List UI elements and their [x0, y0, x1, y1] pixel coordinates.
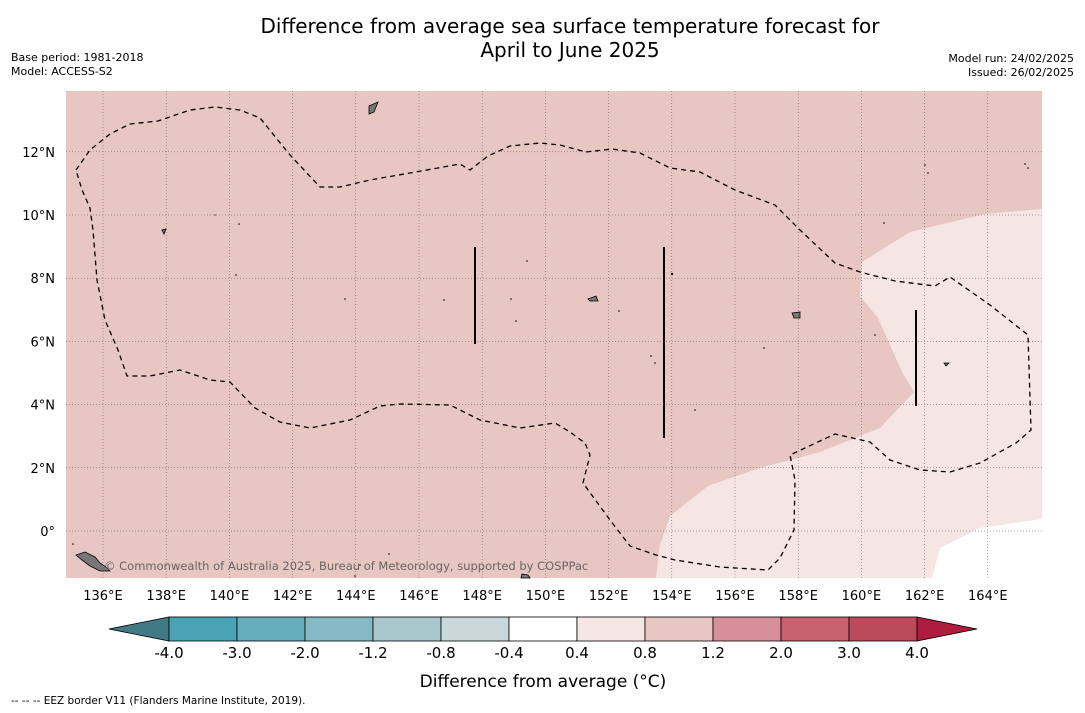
colorbar-tick-label: -0.8: [426, 644, 455, 662]
lat-tick-label: 0°: [40, 525, 55, 540]
lon-tick-label: 140°E: [210, 589, 250, 604]
model-name: Model: ACCESS-S2: [11, 65, 113, 78]
lon-tick-label: 144°E: [336, 589, 376, 604]
issued-date: Issued: 26/02/2025: [967, 66, 1074, 79]
colorbar-segment: [304, 616, 374, 642]
title-line-2: April to June 2025: [480, 38, 660, 62]
boundary-markers: [474, 247, 917, 438]
lat-tick-label: 6°N: [31, 335, 56, 350]
lon-tick-label: 154°E: [652, 589, 692, 604]
colorbar: [108, 616, 978, 642]
island-guam: [368, 101, 379, 115]
lon-tick-label: 142°E: [273, 589, 313, 604]
colorbar-tick-label: 2.0: [769, 644, 793, 662]
colorbar-title: Difference from average (°C): [420, 672, 667, 692]
lon-tick-label: 148°E: [462, 589, 502, 604]
atolls: [72, 163, 1029, 577]
island-pohnpei: [791, 311, 801, 319]
colorbar-extend-high: [916, 616, 978, 642]
colorbar-segment: [236, 616, 306, 642]
lon-tick-label: 162°E: [905, 589, 945, 604]
colorbar-segment: [780, 616, 850, 642]
colorbar-tick-label: -1.2: [358, 644, 387, 662]
colorbar-segment: [508, 616, 578, 642]
map-panel: © Commonwealth of Australia 2025, Bureau…: [66, 91, 1042, 579]
lon-tick-label: 158°E: [778, 589, 818, 604]
eez-border-micronesia-png: [75, 106, 1032, 571]
island-chuuk: [587, 295, 599, 302]
colorbar-tick-label: -3.0: [222, 644, 251, 662]
colorbar-tick-label: 3.0: [837, 644, 861, 662]
eez-footnote: -- -- -- EEZ border V11 (Flanders Marine…: [11, 695, 306, 707]
colorbar-segment: [644, 616, 714, 642]
island-kosrae: [943, 362, 950, 367]
latitude-labels: 12°N 10°N 8°N 6°N 4°N 2°N 0°: [22, 146, 55, 540]
model-run: Model run: 24/02/2025: [948, 52, 1074, 65]
island-manus: [520, 573, 531, 579]
colorbar-tick-label: -0.4: [494, 644, 523, 662]
lon-tick-label: 160°E: [842, 589, 882, 604]
graticule: [66, 91, 1042, 578]
lon-tick-label: 146°E: [399, 589, 439, 604]
island-png-coast: [75, 551, 111, 572]
lon-tick-label: 138°E: [146, 589, 186, 604]
map-credit: © Commonwealth of Australia 2025, Bureau…: [104, 559, 588, 573]
lat-tick-label: 4°N: [31, 399, 56, 414]
islands: [75, 101, 950, 579]
base-period: Base period: 1981-2018: [11, 51, 144, 64]
colorbar-segment: [168, 616, 238, 642]
lon-tick-label: 156°E: [715, 589, 755, 604]
longitude-labels: 136°E 138°E 140°E 142°E 144°E 146°E 148°E 150°E…: [83, 589, 1007, 604]
colorbar-tick-label: 1.2: [701, 644, 725, 662]
base-info: Base period: 1981-2018 Model: ACCESS-S2: [11, 51, 143, 79]
lat-tick-label: 2°N: [31, 462, 56, 477]
lon-tick-label: 152°E: [589, 589, 629, 604]
colorbar-segment: [440, 616, 510, 642]
colorbar-tick-label: 4.0: [905, 644, 929, 662]
colorbar-segment: [848, 616, 918, 642]
colorbar-tick-label: -4.0: [154, 644, 183, 662]
lat-tick-label: 8°N: [31, 272, 56, 287]
colorbar-segment: [576, 616, 646, 642]
colorbar-extend-low: [108, 616, 170, 642]
lon-tick-label: 150°E: [526, 589, 566, 604]
anomaly-region-near-zero: [932, 519, 1042, 578]
eez-borders: [75, 106, 1032, 571]
colorbar-labels: -4.0 -3.0 -2.0 -1.2 -0.8 -0.4 0.4 0.8 1.2 2.0 3.0 4…: [154, 644, 929, 662]
colorbar-segment: [712, 616, 782, 642]
lon-tick-label: 136°E: [83, 589, 123, 604]
title-line-1: Difference from average sea surface temp…: [260, 14, 880, 38]
map-title: Difference from average sea surface temp…: [0, 14, 1085, 62]
anomaly-region-0p4-0p8: [656, 209, 1042, 578]
colorbar-tick-label: 0.4: [565, 644, 589, 662]
lat-tick-label: 10°N: [22, 209, 55, 224]
island-yap: [161, 228, 167, 235]
lat-tick-label: 12°N: [22, 146, 55, 161]
colorbar-segment: [372, 616, 442, 642]
colorbar-tick-label: -2.0: [290, 644, 319, 662]
run-info: Model run: 24/02/2025 Issued: 26/02/2025: [948, 52, 1074, 80]
colorbar-tick-label: 0.8: [633, 644, 657, 662]
lon-tick-label: 164°E: [968, 589, 1008, 604]
